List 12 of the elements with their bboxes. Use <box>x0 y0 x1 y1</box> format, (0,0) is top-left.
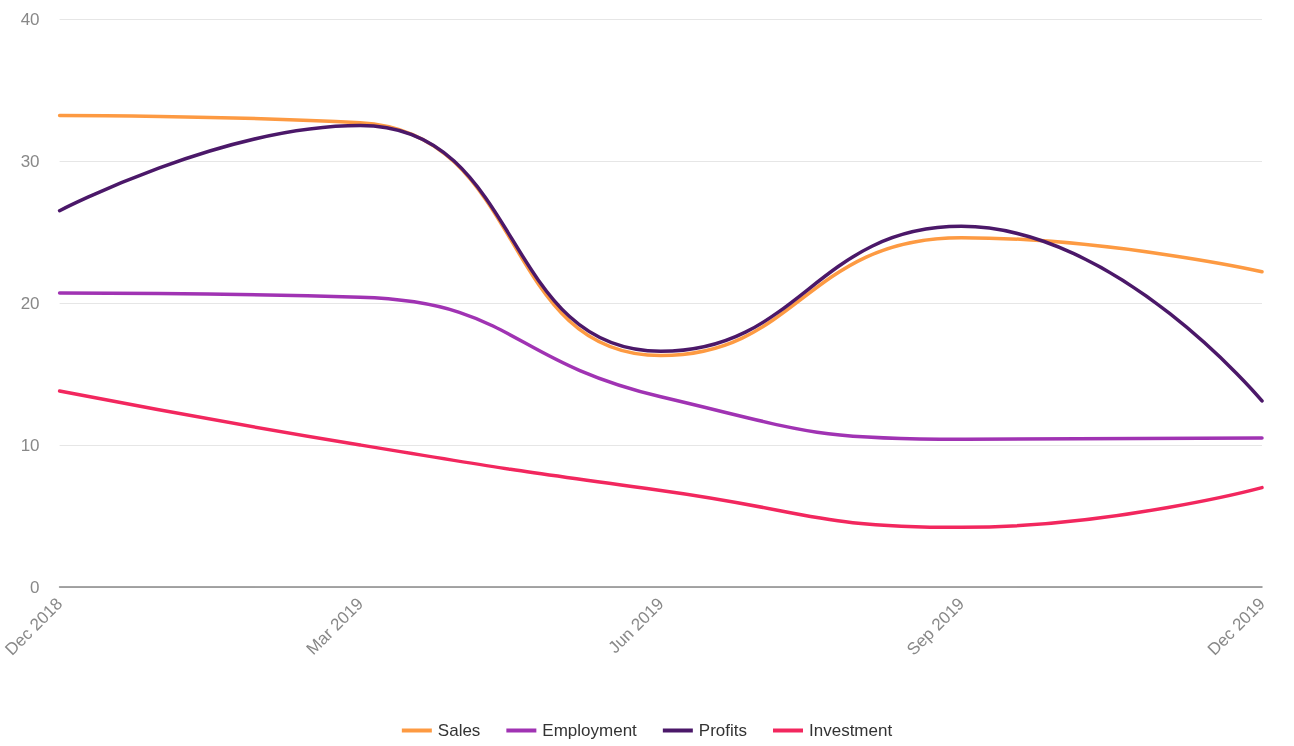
line-series <box>57 291 1264 442</box>
y-tick-label: 20 <box>20 293 40 313</box>
legend-label: Profits <box>698 721 748 740</box>
legend-label: Investment <box>809 721 893 740</box>
y-tick-label: 10 <box>20 435 40 455</box>
y-tick-label: 0 <box>30 577 40 597</box>
line-series <box>57 123 1264 403</box>
y-tick-label: 30 <box>20 151 40 171</box>
line-series <box>57 389 1264 530</box>
legend-label: Sales <box>437 721 481 740</box>
y-tick-label: 40 <box>20 9 40 29</box>
legend-label: Employment <box>542 721 638 740</box>
